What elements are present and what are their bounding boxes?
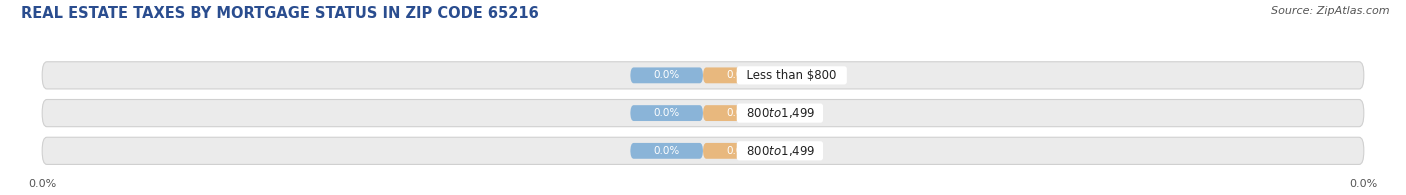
FancyBboxPatch shape (703, 105, 776, 121)
FancyBboxPatch shape (630, 105, 703, 121)
Text: 0.0%: 0.0% (727, 146, 752, 156)
FancyBboxPatch shape (42, 62, 1364, 89)
Text: 0.0%: 0.0% (727, 70, 752, 80)
FancyBboxPatch shape (630, 67, 703, 83)
Text: $800 to $1,499: $800 to $1,499 (740, 106, 821, 120)
Text: Less than $800: Less than $800 (740, 69, 844, 82)
FancyBboxPatch shape (703, 67, 776, 83)
Text: 0.0%: 0.0% (654, 108, 679, 118)
Text: $800 to $1,499: $800 to $1,499 (740, 144, 821, 158)
Text: Source: ZipAtlas.com: Source: ZipAtlas.com (1271, 6, 1389, 16)
Text: 0.0%: 0.0% (727, 108, 752, 118)
FancyBboxPatch shape (42, 99, 1364, 127)
FancyBboxPatch shape (703, 143, 776, 159)
Text: REAL ESTATE TAXES BY MORTGAGE STATUS IN ZIP CODE 65216: REAL ESTATE TAXES BY MORTGAGE STATUS IN … (21, 6, 538, 21)
FancyBboxPatch shape (630, 143, 703, 159)
FancyBboxPatch shape (42, 137, 1364, 164)
Text: 0.0%: 0.0% (654, 146, 679, 156)
Text: 0.0%: 0.0% (654, 70, 679, 80)
